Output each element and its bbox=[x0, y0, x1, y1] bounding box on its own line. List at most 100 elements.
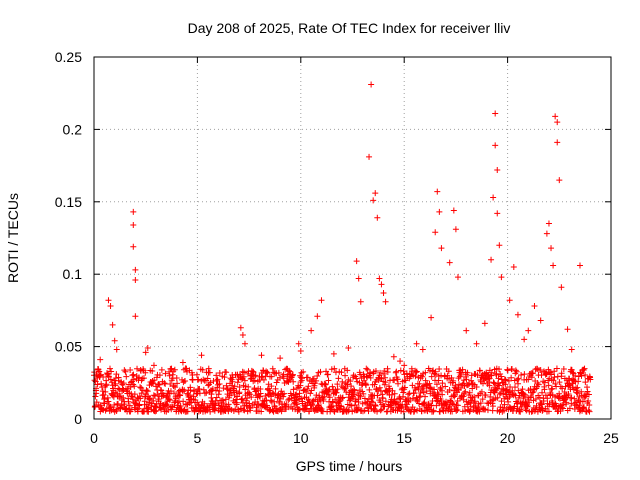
baseline-point bbox=[317, 368, 324, 375]
baseline-point bbox=[113, 407, 120, 414]
data-point bbox=[277, 355, 284, 362]
baseline-point bbox=[430, 407, 437, 414]
baseline-point bbox=[162, 370, 169, 377]
data-point bbox=[494, 210, 501, 217]
baseline-point bbox=[545, 366, 552, 373]
baseline-point bbox=[205, 365, 212, 372]
baseline-point bbox=[108, 368, 115, 375]
data-point bbox=[241, 340, 248, 347]
baseline-point bbox=[326, 394, 333, 401]
data-point bbox=[357, 298, 364, 305]
baseline-point bbox=[280, 393, 287, 400]
baseline-point bbox=[253, 404, 260, 411]
baseline-point bbox=[183, 365, 190, 372]
baseline-point bbox=[445, 368, 452, 375]
baseline-point bbox=[566, 381, 573, 388]
data-point bbox=[568, 346, 575, 353]
baseline-point bbox=[442, 383, 449, 390]
baseline-point bbox=[137, 384, 144, 391]
data-point bbox=[543, 230, 550, 237]
baseline-point bbox=[328, 403, 335, 410]
baseline-point bbox=[582, 372, 589, 379]
baseline-point bbox=[344, 367, 351, 374]
baseline-point bbox=[315, 401, 322, 408]
baseline-point bbox=[207, 379, 214, 386]
baseline-point bbox=[275, 369, 282, 376]
baseline-point bbox=[457, 384, 464, 391]
baseline-point bbox=[98, 380, 105, 387]
baseline-point bbox=[447, 398, 454, 405]
data-point bbox=[564, 326, 571, 333]
data-point bbox=[419, 346, 426, 353]
baseline-point bbox=[468, 377, 475, 384]
data-point bbox=[105, 297, 112, 304]
baseline-point bbox=[580, 404, 587, 411]
data-point bbox=[308, 327, 315, 334]
baseline-point bbox=[367, 374, 374, 381]
baseline-point bbox=[273, 379, 280, 386]
baseline-point bbox=[131, 383, 138, 390]
baseline-point bbox=[529, 389, 536, 396]
baseline-point bbox=[433, 381, 440, 388]
baseline-point bbox=[584, 388, 591, 395]
baseline-point bbox=[246, 391, 253, 398]
baseline-point bbox=[305, 383, 312, 390]
baseline-point bbox=[566, 382, 573, 389]
baseline-point bbox=[487, 393, 494, 400]
baseline-point bbox=[528, 393, 535, 400]
baseline-point bbox=[140, 375, 147, 382]
baseline-point bbox=[164, 402, 171, 409]
baseline-point bbox=[151, 377, 158, 384]
baseline-point bbox=[377, 369, 384, 376]
baseline-point bbox=[100, 374, 107, 381]
baseline-point bbox=[400, 389, 407, 396]
baseline-point bbox=[351, 401, 358, 408]
data-point bbox=[330, 350, 337, 357]
data-point bbox=[109, 321, 116, 328]
data-point bbox=[372, 190, 379, 197]
baseline-point bbox=[236, 389, 243, 396]
baseline-point bbox=[303, 388, 310, 395]
baseline-point bbox=[331, 365, 338, 372]
baseline-point bbox=[422, 377, 429, 384]
baseline-point bbox=[342, 385, 349, 392]
baseline-point bbox=[97, 402, 104, 409]
baseline-point bbox=[526, 399, 533, 406]
baseline-point bbox=[585, 397, 592, 404]
baseline-point bbox=[454, 402, 461, 409]
baseline-point bbox=[396, 395, 403, 402]
baseline-point bbox=[515, 387, 522, 394]
baseline-point bbox=[142, 369, 149, 376]
baseline-point bbox=[166, 396, 173, 403]
baseline-point bbox=[138, 390, 145, 397]
data-point bbox=[446, 259, 453, 266]
x-axis-label: GPS time / hours bbox=[296, 458, 403, 474]
baseline-point bbox=[403, 370, 410, 377]
baseline-point bbox=[223, 369, 230, 376]
x-tick-label: 5 bbox=[194, 430, 202, 446]
baseline-point bbox=[454, 406, 461, 413]
baseline-point bbox=[208, 391, 215, 398]
data-point bbox=[506, 297, 513, 304]
baseline-point bbox=[372, 402, 379, 409]
grid-layer bbox=[94, 57, 611, 419]
baseline-point bbox=[156, 381, 163, 388]
baseline-point bbox=[580, 404, 587, 411]
baseline-point bbox=[234, 393, 241, 400]
baseline-point bbox=[537, 366, 544, 373]
baseline-point bbox=[269, 365, 276, 372]
baseline-point bbox=[493, 371, 500, 378]
baseline-point bbox=[560, 405, 567, 412]
baseline-point bbox=[246, 389, 253, 396]
data-point bbox=[492, 142, 499, 149]
baseline-point bbox=[347, 378, 354, 385]
baseline-point bbox=[582, 393, 589, 400]
y-tick-label: 0.15 bbox=[55, 194, 82, 210]
data-point bbox=[463, 327, 470, 334]
baseline-point bbox=[489, 403, 496, 410]
baseline-point bbox=[462, 388, 469, 395]
baseline-point bbox=[206, 369, 213, 376]
data-point bbox=[510, 263, 517, 270]
baseline-point bbox=[277, 395, 284, 402]
baseline-point bbox=[433, 402, 440, 409]
